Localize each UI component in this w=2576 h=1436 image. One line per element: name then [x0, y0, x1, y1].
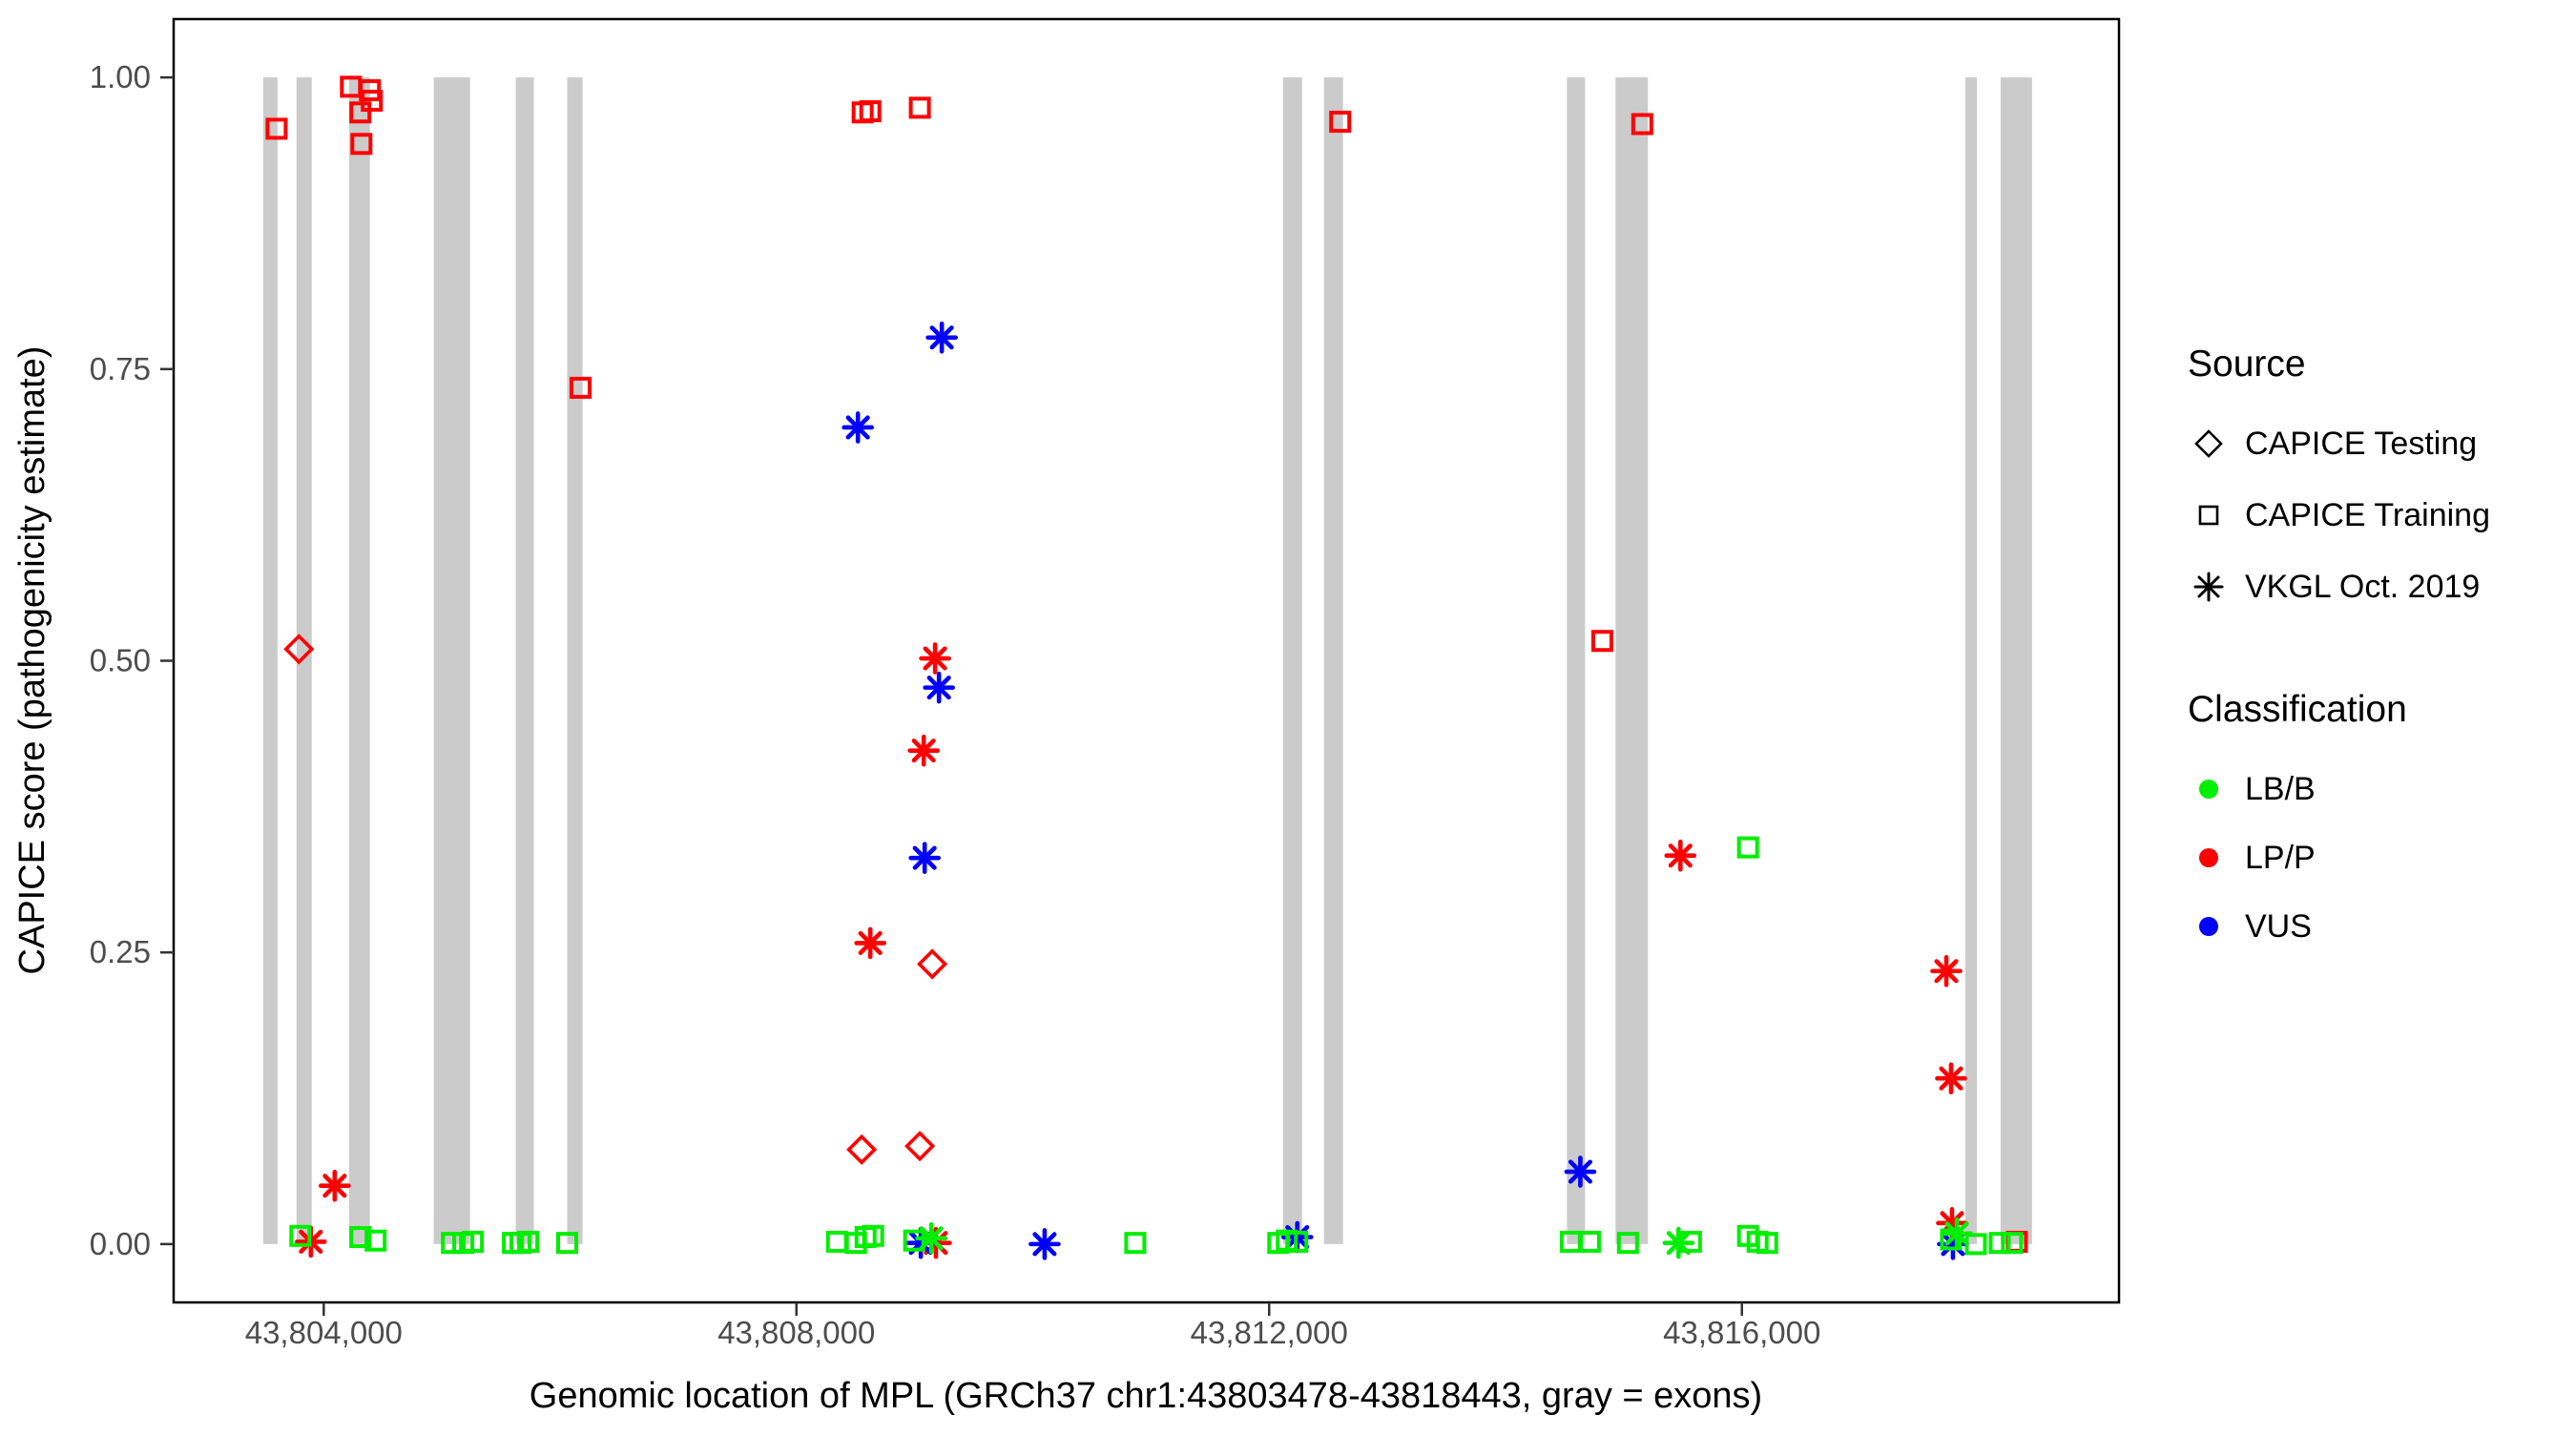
data-point	[349, 101, 372, 124]
data-point	[1616, 1232, 1639, 1255]
exon-bar	[2000, 77, 2032, 1244]
legend-item-label: LP/P	[2245, 839, 2316, 876]
x-tick-label: 43,804,000	[245, 1315, 403, 1350]
data-point	[917, 948, 948, 980]
lpp-dot-icon	[2199, 848, 2218, 867]
legend-item-label: VUS	[2245, 907, 2312, 945]
data-point	[265, 117, 288, 140]
legend-item-vus: VUS	[2188, 907, 2312, 946]
data-point	[1941, 1217, 1973, 1250]
data-point	[1930, 954, 1963, 988]
data-points-layer	[265, 75, 2028, 1260]
data-point	[907, 734, 940, 767]
legend-source-block: Source CAPICE Testing CAPICE Training	[2188, 343, 2490, 605]
y-axis-title: CAPICE score (pathogenicity estimate)	[12, 346, 52, 975]
data-point	[1578, 1230, 1601, 1253]
data-point	[569, 376, 592, 399]
data-point	[923, 671, 955, 704]
data-point	[441, 1232, 464, 1255]
legend-item-label: CAPICE Testing	[2245, 425, 2478, 462]
exon-bar	[1567, 77, 1586, 1244]
data-point	[1935, 1062, 1967, 1095]
data-point	[462, 1230, 485, 1253]
legend-item-lbb: LB/B	[2188, 770, 2316, 808]
lbb-dot-icon	[2199, 780, 2218, 799]
x-tick-label: 43,816,000	[1663, 1315, 1820, 1350]
legend-classification-block: Classification LB/B LP/P VUS	[2188, 689, 2407, 945]
exon-bar	[1323, 77, 1343, 1244]
legend-item-label: CAPICE Training	[2245, 496, 2490, 533]
axis-ticks-layer: 43,804,000 43,808,000 43,812,000 43,816,000…	[90, 59, 1821, 1350]
data-point	[846, 1134, 878, 1165]
data-point	[904, 1131, 936, 1162]
exon-bar	[515, 77, 534, 1244]
data-point	[319, 1169, 351, 1202]
data-point	[862, 1224, 884, 1247]
exon-bar	[1282, 77, 1302, 1244]
asterisk-icon	[2188, 568, 2230, 606]
data-point	[919, 642, 951, 675]
data-point	[2001, 1232, 2024, 1255]
data-point	[1590, 630, 1613, 653]
exon-bar	[1615, 77, 1649, 1244]
data-point	[1662, 1226, 1695, 1259]
data-point	[903, 1229, 925, 1252]
exon-bar	[433, 77, 470, 1244]
data-point	[289, 1224, 312, 1247]
legend-classification-title: Classification	[2188, 689, 2407, 730]
legend-item-vkgl: VKGL Oct. 2019	[2188, 568, 2480, 606]
x-tick-label: 43,808,000	[717, 1315, 875, 1350]
data-point	[908, 842, 941, 874]
data-point	[555, 1232, 578, 1255]
data-point	[364, 1229, 387, 1252]
y-tick-label: 0.75	[90, 351, 151, 386]
exon-bar	[296, 77, 312, 1244]
legend-item-capice-training: CAPICE Training	[2188, 496, 2490, 534]
data-point	[1631, 113, 1653, 135]
exon-bar	[1964, 77, 1977, 1244]
exon-bar	[262, 77, 278, 1244]
y-tick-label: 0.25	[90, 934, 151, 969]
data-point	[841, 411, 874, 444]
exon-bar	[567, 77, 583, 1244]
legend-source-title: Source	[2188, 343, 2306, 385]
data-point	[1329, 111, 1352, 134]
data-point	[517, 1230, 540, 1253]
data-point	[1988, 1232, 2011, 1255]
legend-item-label: LB/B	[2245, 770, 2316, 807]
vus-dot-icon	[2199, 917, 2218, 936]
legend-item-lpp: LP/P	[2188, 839, 2316, 877]
data-point	[1736, 836, 1759, 859]
x-tick-label: 43,812,000	[1191, 1315, 1348, 1350]
exon-bar	[348, 77, 370, 1244]
data-point	[825, 1230, 848, 1253]
data-point	[1564, 1155, 1597, 1188]
data-point	[283, 634, 315, 665]
data-point	[1028, 1228, 1061, 1260]
y-tick-label: 0.00	[90, 1226, 151, 1261]
y-tick-label: 1.00	[90, 59, 151, 94]
data-point	[1124, 1232, 1147, 1255]
data-point	[1755, 1232, 1778, 1255]
legend-item-label: VKGL Oct. 2019	[2245, 568, 2481, 605]
data-point	[349, 1226, 372, 1249]
data-point	[1664, 839, 1697, 872]
data-point	[925, 322, 958, 354]
data-point	[361, 90, 384, 113]
data-point	[854, 926, 887, 960]
y-tick-label: 0.50	[90, 643, 151, 678]
diamond-icon	[2188, 425, 2230, 463]
data-point	[915, 1221, 947, 1255]
exon-bars-layer	[262, 77, 2032, 1244]
data-point	[1286, 1230, 1309, 1253]
legend-item-capice-testing: CAPICE Testing	[2188, 425, 2477, 463]
x-axis-title: Genomic location of MPL (GRCh37 chr1:438…	[530, 1376, 1762, 1416]
square-icon	[2188, 496, 2230, 534]
data-point	[350, 133, 373, 156]
data-point	[908, 96, 931, 119]
data-point	[859, 100, 882, 123]
